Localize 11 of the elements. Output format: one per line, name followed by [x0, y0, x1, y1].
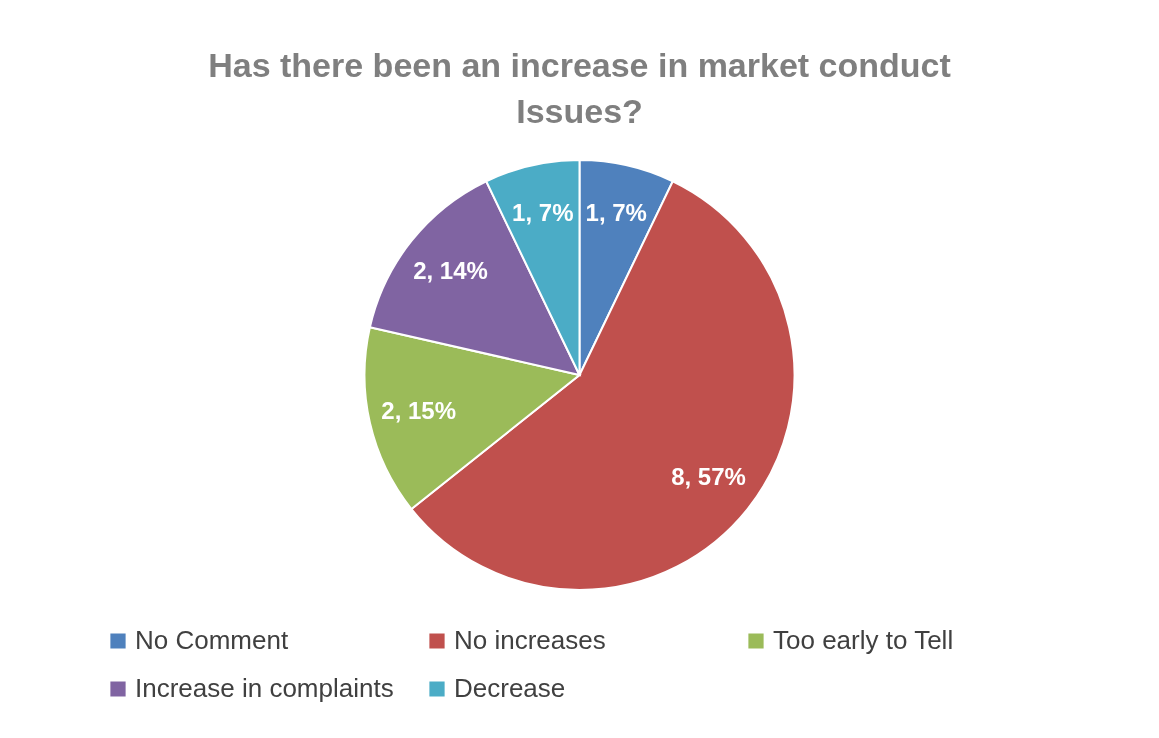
data-label: 1, 7% — [512, 199, 574, 227]
data-label: 8, 57% — [671, 462, 746, 490]
legend-label: No increases — [454, 625, 606, 655]
data-label: 2, 15% — [381, 396, 456, 424]
legend-label: Increase in complaints — [135, 673, 394, 703]
legend-label: Decrease — [454, 673, 566, 703]
legend-label: Too early to Tell — [773, 625, 954, 655]
legend-label: No Comment — [135, 625, 289, 655]
data-label: 1, 7% — [585, 199, 647, 227]
chart-title: Has there been an increase in market conduct Issues? — [208, 46, 951, 130]
data-label: 2, 14% — [413, 257, 488, 285]
